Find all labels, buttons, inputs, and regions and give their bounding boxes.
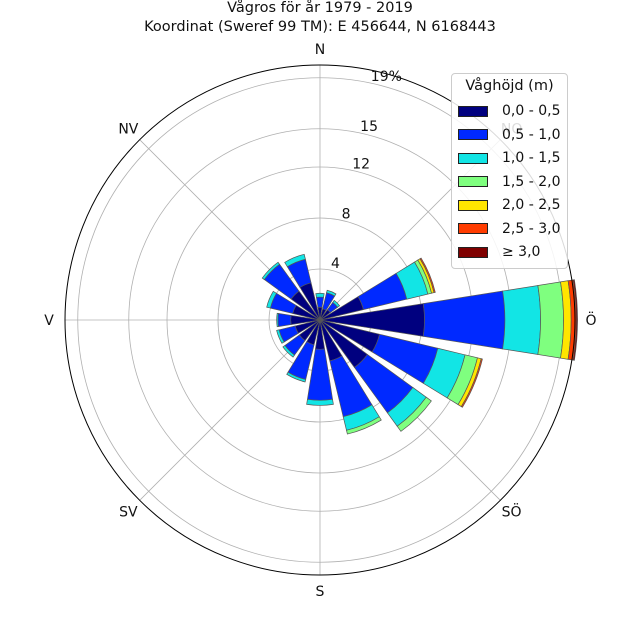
- rose-bar: [276, 329, 285, 344]
- legend-title: Våghöjd (m): [465, 78, 554, 94]
- direction-label: V: [44, 313, 54, 329]
- legend-label: 2,5 - 3,0: [502, 220, 561, 237]
- legend-label: ≥ 3,0: [502, 244, 541, 260]
- direction-label: SV: [119, 505, 138, 521]
- legend-label: 2,0 - 2,5: [502, 197, 561, 213]
- legend-item: 1,5 - 2,0: [458, 173, 560, 191]
- radial-tick-label: 15: [360, 119, 378, 135]
- chart-subtitle: Koordinat (Sweref 99 TM): E 456644, N 61…: [144, 19, 496, 35]
- legend-label: 0,0 - 0,5: [502, 103, 561, 119]
- legend-item: 2,0 - 2,5: [458, 196, 560, 214]
- radial-tick-label: 8: [342, 206, 351, 222]
- direction-label: NV: [118, 121, 138, 137]
- rose-bar: [284, 253, 306, 268]
- outer-circle: [64, 64, 576, 576]
- legend-swatch: [458, 199, 488, 211]
- rose-bar: [326, 289, 337, 297]
- legend-item: 0,5 - 1,0: [458, 126, 560, 144]
- legend-label: 0,5 - 1,0: [502, 126, 561, 143]
- direction-label: Ö: [585, 311, 596, 329]
- rose-bar: [282, 344, 296, 358]
- legend-item: ≥ 3,0: [458, 243, 540, 261]
- legend-item: 2,5 - 3,0: [458, 220, 560, 238]
- rose-bar: [572, 279, 578, 361]
- rose-bar: [316, 296, 324, 308]
- rose-bar: [306, 398, 334, 406]
- rose-bar: [286, 371, 307, 383]
- legend-swatch: [458, 176, 488, 187]
- legend-label: 1,5 - 2,0: [502, 173, 561, 190]
- legend-swatch: [458, 223, 488, 234]
- legend: Våghöjd (m) 0,0 - 0,5 0,5 - 1,0 1,0 - 1,5 1…: [451, 73, 568, 269]
- legend-swatch: [458, 105, 488, 117]
- legend-item: 1,0 - 1,5: [458, 149, 560, 167]
- rose-bar: [460, 358, 483, 408]
- legend-swatch: [458, 246, 488, 258]
- rose-bar: [261, 261, 281, 281]
- legend-swatch: [458, 129, 488, 140]
- rose-bar: [276, 312, 279, 328]
- rose-bar: [266, 290, 277, 309]
- rose-bar: [332, 299, 341, 308]
- rose-bar: [277, 313, 292, 327]
- chart-title: Vågros för år 1979 - 2019: [227, 0, 413, 16]
- radial-tick-label: 12: [352, 156, 370, 172]
- rose-bar: [396, 396, 432, 432]
- legend-label: 1,0 - 1,5: [502, 150, 561, 166]
- direction-label: SÖ: [502, 503, 522, 521]
- rose-bar: [537, 281, 564, 359]
- rose-bar: [502, 285, 541, 355]
- rose-bar: [346, 416, 382, 435]
- radial-tick-label: 19%: [371, 69, 402, 85]
- direction-label: N: [315, 42, 325, 58]
- rose-bar: [419, 257, 436, 294]
- direction-label: S: [316, 584, 325, 600]
- rose-bar: [315, 292, 325, 298]
- rose-bar: [422, 290, 506, 350]
- radial-tick-label: 4: [331, 256, 340, 272]
- legend-item: 0,0 - 0,5: [458, 102, 560, 120]
- legend-swatch: [458, 152, 488, 164]
